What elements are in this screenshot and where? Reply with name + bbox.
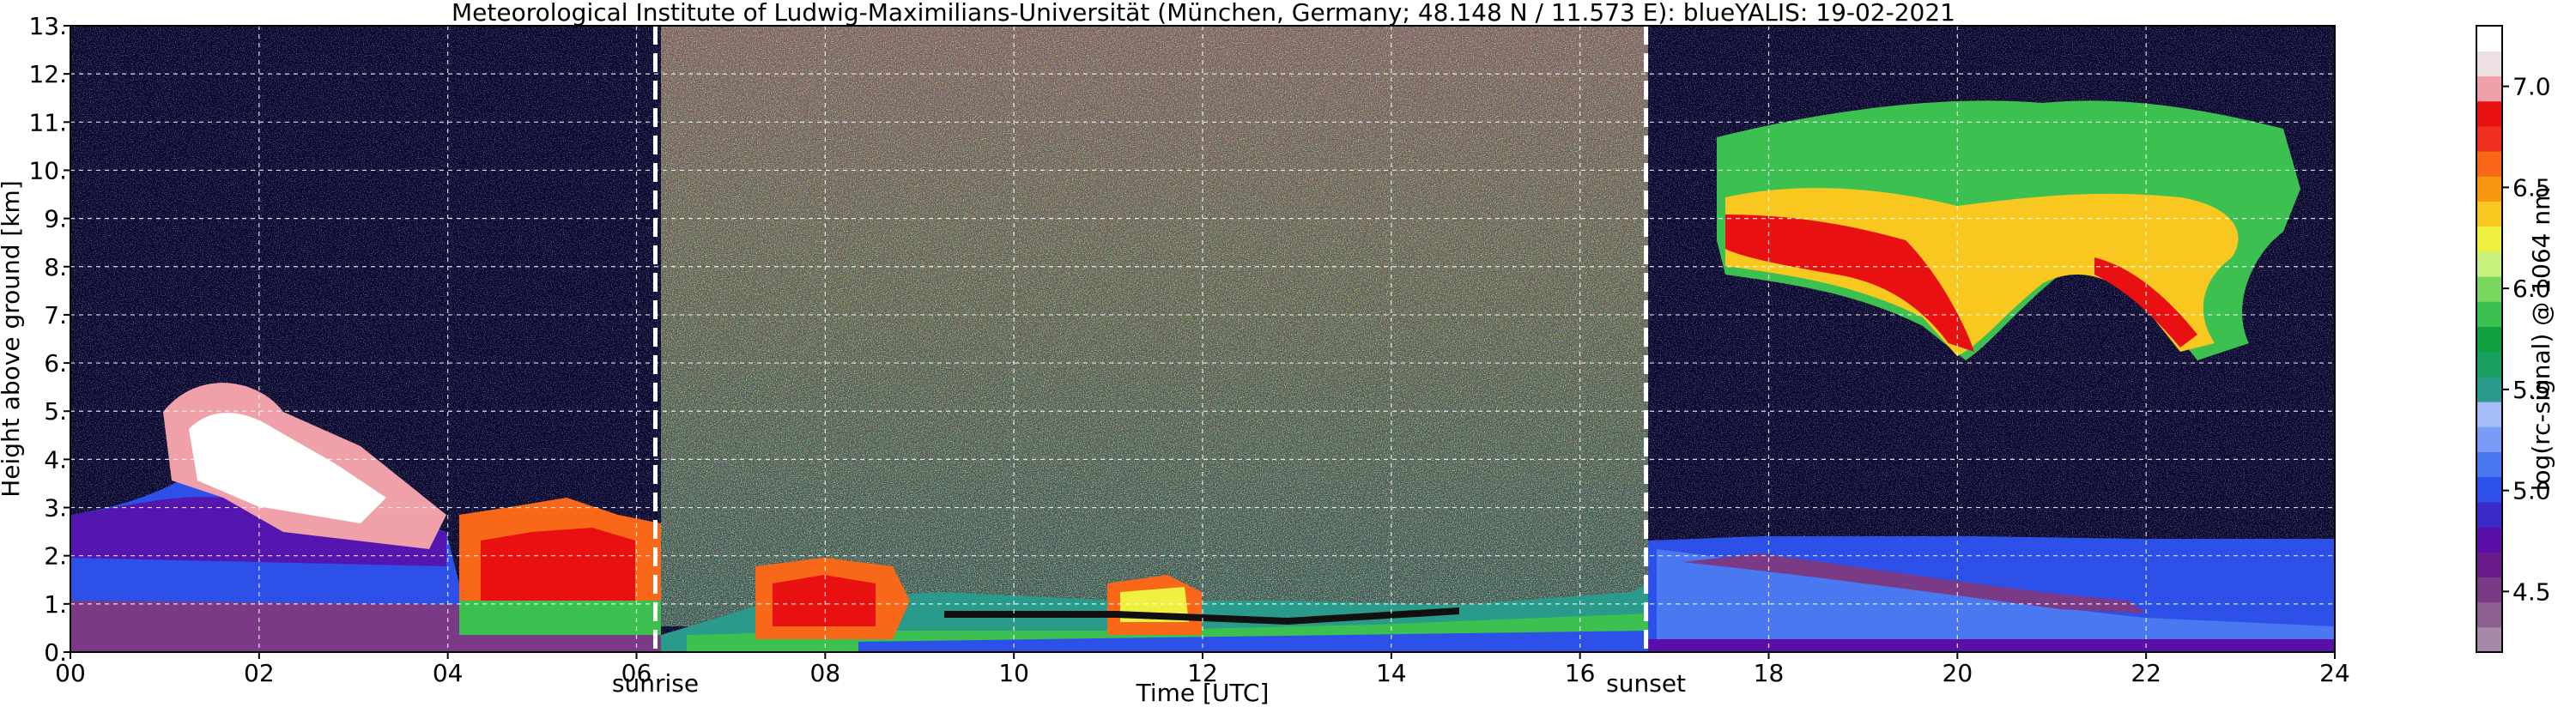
x-tick-label: 12	[1187, 659, 1218, 687]
x-tick-label: 10	[998, 659, 1029, 687]
colorbar-swatch	[2476, 226, 2502, 252]
colorbar-swatch	[2476, 176, 2502, 202]
colorbar-swatch	[2476, 125, 2502, 152]
y-tick-label: 11.	[28, 108, 67, 136]
colorbar-swatch	[2476, 476, 2502, 503]
colorbar-tick-label: 6.0	[2512, 275, 2551, 303]
cirrus-red	[1725, 215, 1974, 352]
colorbar-swatch	[2476, 577, 2502, 603]
x-tick-label: 14	[1376, 659, 1407, 687]
colorbar-swatch	[2476, 601, 2502, 628]
colorbar-swatch	[2476, 351, 2502, 378]
x-tick-label: 08	[810, 659, 841, 687]
colorbar-swatch	[2476, 100, 2502, 127]
y-axis-ticks: 0. 1. 2. 3. 4. 5. 6. 7. 8. 9. 10. 11. 12. 13.	[28, 12, 70, 667]
colorbar-swatch	[2476, 451, 2502, 478]
y-tick-label: 9.	[44, 205, 67, 233]
x-axis-ticks: 00 02 04 06 08 10 12 14 16 18 20 22 24	[55, 652, 2350, 687]
event-marker-label: sunset	[1606, 669, 1686, 698]
y-tick-label: 6.	[44, 349, 67, 378]
grid-lines	[70, 26, 2335, 652]
colorbar-swatch	[2476, 552, 2502, 577]
evening-surface-layer	[1648, 639, 2335, 652]
colorbar-swatch	[2476, 376, 2502, 402]
chart-title: Meteorological Institute of Ludwig-Maxim…	[452, 0, 1955, 27]
dark-aerosol-band	[944, 607, 1459, 625]
colorbar-swatches	[2476, 26, 2502, 653]
x-tick-label: 00	[55, 659, 86, 687]
colorbar-swatch	[2476, 501, 2502, 528]
event-marker-label: sunrise	[612, 669, 699, 698]
colorbar-swatch	[2476, 426, 2502, 452]
x-tick-label: 22	[2131, 659, 2161, 687]
colorbar-swatch	[2476, 51, 2502, 76]
colorbar-swatch	[2476, 151, 2502, 177]
y-tick-label: 12.	[28, 60, 67, 88]
signal-structures	[70, 100, 2335, 652]
y-tick-label: 3.	[44, 494, 67, 523]
y-tick-label: 4.	[44, 445, 67, 474]
x-tick-label: 06	[621, 659, 652, 687]
day-surface-layer	[858, 631, 1648, 652]
colorbar: 4.5 5.0 5.5 6.0 6.5 7.0 log(rc-signal) @ 1064…	[2476, 25, 2555, 653]
colorbar-swatch	[2476, 527, 2502, 553]
colorbar-swatch	[2476, 26, 2502, 51]
morning-clouds-green	[459, 601, 661, 635]
event-markers	[652, 26, 1649, 652]
colorbar-swatch	[2476, 76, 2502, 102]
colorbar-tick-label: 5.5	[2512, 376, 2551, 404]
colorbar-swatch	[2476, 402, 2502, 427]
y-axis-label: Height above ground [km]	[0, 180, 25, 498]
y-tick-label: 1.	[44, 590, 67, 619]
y-tick-label: 0.	[44, 638, 67, 667]
midday-clouds-core	[773, 575, 876, 626]
colorbar-ticks: 4.5 5.0 5.5 6.0 6.5 7.0	[2502, 73, 2551, 606]
y-tick-label: 5.	[44, 397, 67, 426]
colorbar-label: log(rc-signal) @ 1064 nm	[2527, 187, 2555, 492]
plot-area	[70, 25, 2336, 653]
evening-purple-band	[1682, 553, 2146, 613]
daylight-noise	[661, 26, 1648, 626]
y-tick-label: 8.	[44, 253, 67, 281]
night-residual-layer	[70, 497, 446, 566]
x-tick-label: 02	[244, 659, 275, 687]
x-tick-label: 16	[1565, 659, 1596, 687]
morning-clouds-core	[481, 528, 635, 618]
y-tick-label: 10.	[28, 156, 67, 184]
colorbar-tick-label: 5.0	[2512, 477, 2551, 505]
colorbar-tick-label: 6.5	[2512, 173, 2551, 202]
colorbar-swatch	[2476, 326, 2502, 353]
colorbar-frame	[2476, 25, 2503, 653]
y-tick-label: 13.	[28, 12, 67, 40]
x-tick-label: 20	[1943, 659, 1973, 687]
colorbar-swatch	[2476, 251, 2502, 277]
x-tick-label: 24	[2319, 659, 2350, 687]
x-axis-label: Time [UTC]	[1136, 679, 1270, 707]
early-clouds-core	[189, 413, 386, 523]
colorbar-swatch	[2476, 626, 2502, 653]
y-tick-label: 7.	[44, 301, 67, 329]
x-tick-label: 18	[1754, 659, 1785, 687]
colorbar-swatch	[2476, 301, 2502, 327]
colorbar-swatch	[2476, 276, 2502, 302]
x-tick-label: 04	[433, 659, 464, 687]
y-tick-label: 2.	[44, 542, 67, 571]
colorbar-tick-label: 4.5	[2512, 577, 2551, 606]
colorbar-tick-label: 7.0	[2512, 73, 2551, 101]
colorbar-swatch	[2476, 201, 2502, 227]
